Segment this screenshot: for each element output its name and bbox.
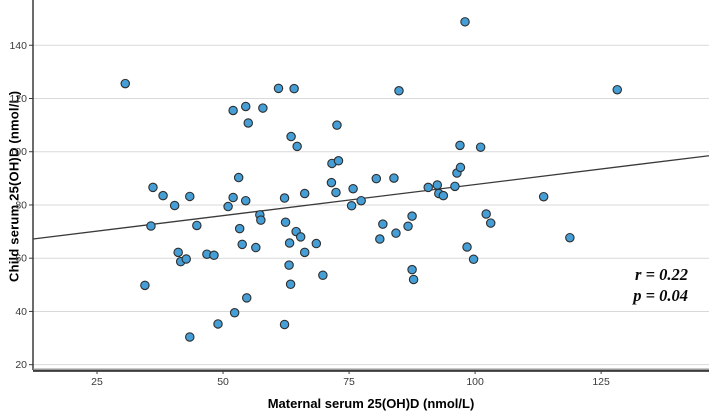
data-point bbox=[243, 118, 254, 128]
data-point bbox=[408, 274, 419, 285]
data-point bbox=[326, 177, 337, 188]
data-point bbox=[140, 280, 150, 291]
data-point bbox=[228, 105, 238, 116]
data-point bbox=[228, 192, 238, 203]
y-tick-label: 40 bbox=[15, 306, 27, 318]
data-point bbox=[229, 308, 240, 318]
data-point bbox=[240, 101, 251, 112]
data-point bbox=[234, 223, 245, 234]
data-point bbox=[256, 215, 266, 225]
data-point bbox=[389, 173, 399, 183]
data-point bbox=[394, 86, 404, 96]
data-point bbox=[185, 191, 195, 202]
data-point bbox=[333, 156, 344, 166]
y-tick-label: 100 bbox=[9, 146, 27, 158]
data-point bbox=[284, 238, 295, 248]
data-point bbox=[612, 84, 623, 95]
x-tick-label: 50 bbox=[217, 376, 229, 388]
data-point bbox=[148, 182, 158, 193]
data-point bbox=[284, 260, 294, 270]
data-point bbox=[280, 217, 291, 228]
data-point bbox=[407, 264, 417, 275]
x-tick-label: 25 bbox=[91, 376, 103, 388]
data-point bbox=[403, 221, 413, 232]
data-point bbox=[185, 332, 195, 342]
y-tick-label: 60 bbox=[15, 253, 27, 265]
data-point bbox=[356, 195, 366, 206]
data-point bbox=[279, 319, 290, 330]
data-point bbox=[237, 239, 247, 250]
y-tick-label: 140 bbox=[9, 40, 27, 52]
data-point bbox=[378, 219, 388, 229]
data-point bbox=[565, 232, 575, 243]
data-point bbox=[391, 228, 401, 238]
data-point bbox=[251, 242, 261, 253]
data-point bbox=[438, 190, 449, 201]
data-point bbox=[209, 250, 219, 261]
data-point bbox=[181, 254, 191, 264]
p-value-text: p = 0.04 bbox=[633, 285, 688, 305]
data-point bbox=[407, 211, 417, 221]
x-tick-label: 75 bbox=[343, 376, 355, 388]
data-point bbox=[241, 293, 252, 303]
data-point bbox=[538, 191, 549, 202]
data-point bbox=[481, 209, 491, 219]
data-point bbox=[299, 188, 310, 199]
y-tick-label: 80 bbox=[15, 199, 27, 211]
data-point bbox=[346, 201, 357, 211]
data-point bbox=[318, 270, 328, 280]
data-point bbox=[475, 142, 486, 152]
data-point bbox=[455, 162, 466, 173]
data-point bbox=[311, 238, 322, 249]
x-tick-label: 125 bbox=[592, 376, 610, 388]
data-point bbox=[173, 247, 183, 258]
data-point bbox=[292, 141, 302, 152]
data-point bbox=[299, 247, 310, 258]
data-point bbox=[158, 190, 168, 201]
data-point bbox=[432, 180, 443, 190]
data-point bbox=[348, 183, 358, 194]
data-point bbox=[120, 78, 131, 89]
y-tick-label: 120 bbox=[9, 93, 27, 105]
data-point bbox=[289, 83, 299, 94]
data-point bbox=[460, 17, 470, 27]
y-tick-label: 20 bbox=[15, 359, 27, 371]
data-point bbox=[240, 195, 251, 206]
data-point bbox=[332, 120, 342, 130]
data-point bbox=[485, 218, 496, 228]
data-point bbox=[192, 220, 202, 231]
data-point bbox=[146, 221, 156, 231]
data-point bbox=[279, 193, 290, 203]
data-point bbox=[285, 279, 296, 290]
data-point bbox=[169, 200, 180, 211]
data-point bbox=[213, 319, 223, 329]
stats-annotation: r = 0.22 p = 0.04 bbox=[633, 265, 688, 306]
data-point bbox=[233, 172, 244, 183]
x-axis-label: Maternal serum 25(OH)D (nmol/L) bbox=[267, 396, 475, 411]
data-point bbox=[468, 254, 479, 265]
data-point bbox=[286, 131, 296, 142]
data-point bbox=[258, 103, 268, 113]
data-point bbox=[331, 187, 341, 198]
data-point bbox=[450, 181, 460, 192]
data-point bbox=[223, 201, 233, 212]
regression-line bbox=[32, 155, 709, 240]
data-point bbox=[273, 83, 284, 94]
data-point bbox=[375, 234, 385, 244]
r-value-text: r = 0.22 bbox=[635, 265, 688, 284]
data-point bbox=[455, 140, 465, 151]
data-point bbox=[295, 232, 306, 242]
data-point bbox=[371, 173, 382, 184]
x-tick-label: 100 bbox=[466, 376, 484, 388]
data-point bbox=[462, 242, 472, 252]
data-point bbox=[423, 182, 433, 193]
